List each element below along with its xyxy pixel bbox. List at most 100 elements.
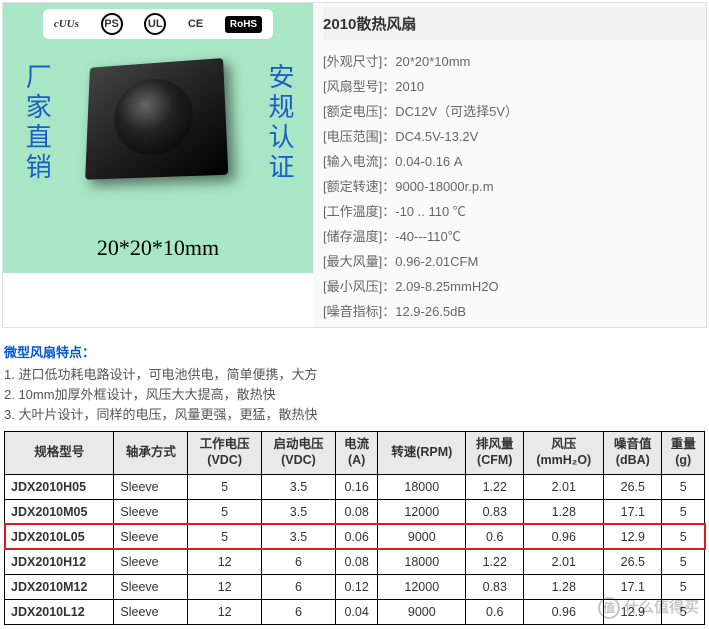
spec-line: [额定电压]：DC12V（可选择5V） — [323, 98, 706, 123]
table-cell: Sleeve — [114, 524, 188, 549]
table-cell: 12 — [188, 599, 262, 624]
table-header: 噪音值 (dBA) — [604, 432, 662, 474]
table-cell: 9000 — [378, 524, 466, 549]
product-image: cUUs PS UL CE RoHS 厂家直销 安规认证 20*20*10mm — [3, 3, 313, 273]
table-cell: 5 — [662, 574, 705, 599]
spec-line: [工作温度]：-10 .. 110 ℃ — [323, 198, 706, 223]
spec-line: [风扇型号]：2010 — [323, 73, 706, 98]
table-header: 电流 (A) — [335, 432, 378, 474]
table-cell: Sleeve — [114, 499, 188, 524]
table-row: JDX2010L05Sleeve53.50.0690000.60.9612.95 — [5, 524, 705, 549]
table-cell: JDX2010M12 — [5, 574, 114, 599]
table-cell: 12000 — [378, 499, 466, 524]
table-cell: 0.83 — [466, 574, 524, 599]
table-cell: 5 — [662, 474, 705, 499]
page-root: cUUs PS UL CE RoHS 厂家直销 安规认证 20*20*10mm … — [0, 2, 709, 625]
spec-line: [最小风压]：2.09-8.25mmH2O — [323, 273, 706, 298]
table-cell: 1.22 — [466, 549, 524, 574]
promo-right: 安规认证 — [264, 63, 295, 183]
table-cell: 1.22 — [466, 474, 524, 499]
product-title: 2010散热风扇 — [323, 7, 706, 40]
cert-ul-icon: cUUs — [54, 18, 79, 30]
table-cell: 26.5 — [604, 474, 662, 499]
spec-line: [噪音指标]：12.9-26.5dB — [323, 298, 706, 323]
table-cell: 12000 — [378, 574, 466, 599]
table-cell: 0.96 — [524, 524, 604, 549]
table-cell: 5 — [188, 499, 262, 524]
cert-rohs-icon: RoHS — [225, 16, 262, 33]
table-cell: 1.28 — [524, 574, 604, 599]
table-header: 排风量 (CFM) — [466, 432, 524, 474]
table-cell: 0.04 — [335, 599, 378, 624]
table-cell: 5 — [188, 474, 262, 499]
spec-line: [电压范围]：DC4.5V-13.2V — [323, 123, 706, 148]
table-cell: 2.01 — [524, 474, 604, 499]
cert-ce-icon: CE — [188, 18, 203, 30]
table-cell: 5 — [662, 499, 705, 524]
table-row: JDX2010M12Sleeve1260.12120000.831.2817.1… — [5, 574, 705, 599]
table-header: 转速(RPM) — [378, 432, 466, 474]
table-header: 轴承方式 — [114, 432, 188, 474]
table-cell: 12 — [188, 549, 262, 574]
product-top: cUUs PS UL CE RoHS 厂家直销 安规认证 20*20*10mm … — [2, 2, 707, 328]
table-cell: 12.9 — [604, 524, 662, 549]
promo-left: 厂家直销 — [21, 63, 52, 183]
spec-line: [最大风量]：0.96-2.01CFM — [323, 248, 706, 273]
table-cell: 3.5 — [262, 499, 336, 524]
table-cell: 2.01 — [524, 549, 604, 574]
table-header-row: 规格型号轴承方式工作电压 (VDC)启动电压 (VDC)电流 (A)转速(RPM… — [5, 432, 705, 474]
spec-line: [额定转速]：9000-18000r.p.m — [323, 173, 706, 198]
table-body: JDX2010H05Sleeve53.50.16180001.222.0126.… — [5, 474, 705, 624]
table-cell: 26.5 — [604, 549, 662, 574]
table-cell: Sleeve — [114, 574, 188, 599]
cert-pse-icon: PS — [101, 13, 123, 35]
table-cell: 12 — [188, 574, 262, 599]
table-cell: 0.08 — [335, 549, 378, 574]
spec-list: [外观尺寸]：20*20*10mm[风扇型号]：2010[额定电压]：DC12V… — [323, 48, 706, 323]
table-row: JDX2010H12Sleeve1260.08180001.222.0126.5… — [5, 549, 705, 574]
table-cell: 0.08 — [335, 499, 378, 524]
feature-item: 1. 进口低功耗电路设计，可电池供电，简单便携，大方 — [4, 365, 705, 385]
table-header: 重量 (g) — [662, 432, 705, 474]
table-cell: 0.6 — [466, 524, 524, 549]
spec-line: [储存温度]：-40---110℃ — [323, 223, 706, 248]
feature-item: 3. 大叶片设计，同样的电压，风量更强，更猛，散热快 — [4, 405, 705, 425]
table-cell: 0.12 — [335, 574, 378, 599]
features-list: 1. 进口低功耗电路设计，可电池供电，简单便携，大方2. 10mm加厚外框设计，… — [4, 365, 705, 425]
table-row: JDX2010H05Sleeve53.50.16180001.222.0126.… — [5, 474, 705, 499]
table-cell: JDX2010L12 — [5, 599, 114, 624]
table-header: 风压 (mmH₂O) — [524, 432, 604, 474]
feature-item: 2. 10mm加厚外框设计，风压大大提高，散热快 — [4, 385, 705, 405]
spec-column: 2010散热风扇 [外观尺寸]：20*20*10mm[风扇型号]：2010[额定… — [313, 3, 706, 327]
table-cell: 9000 — [378, 599, 466, 624]
table-cell: Sleeve — [114, 599, 188, 624]
table-cell: 5 — [188, 524, 262, 549]
table-cell: 6 — [262, 574, 336, 599]
table-cell: 6 — [262, 599, 336, 624]
cert-vde-icon: UL — [144, 13, 166, 35]
table-cell: 12.9 — [604, 599, 662, 624]
table-cell: JDX2010H05 — [5, 474, 114, 499]
table-cell: 5 — [662, 549, 705, 574]
cert-strip: cUUs PS UL CE RoHS — [43, 9, 273, 39]
table-header: 启动电压 (VDC) — [262, 432, 336, 474]
fan-illustration — [85, 58, 235, 193]
table-cell: 17.1 — [604, 574, 662, 599]
table-cell: JDX2010H12 — [5, 549, 114, 574]
table-cell: 3.5 — [262, 474, 336, 499]
table-cell: 0.96 — [524, 599, 604, 624]
table-cell: 17.1 — [604, 499, 662, 524]
table-cell: 1.28 — [524, 499, 604, 524]
table-row: JDX2010M05Sleeve53.50.08120000.831.2817.… — [5, 499, 705, 524]
table-row: JDX2010L12Sleeve1260.0490000.60.9612.95 — [5, 599, 705, 624]
table-cell: 0.06 — [335, 524, 378, 549]
table-cell: 5 — [662, 599, 705, 624]
table-cell: 0.6 — [466, 599, 524, 624]
features-title: 微型风扇特点： — [4, 342, 705, 361]
table-cell: Sleeve — [114, 474, 188, 499]
spec-line: [外观尺寸]：20*20*10mm — [323, 48, 706, 73]
table-cell: 18000 — [378, 549, 466, 574]
table-cell: Sleeve — [114, 549, 188, 574]
spec-line: [输入电流]：0.04-0.16 A — [323, 148, 706, 173]
table-header: 规格型号 — [5, 432, 114, 474]
